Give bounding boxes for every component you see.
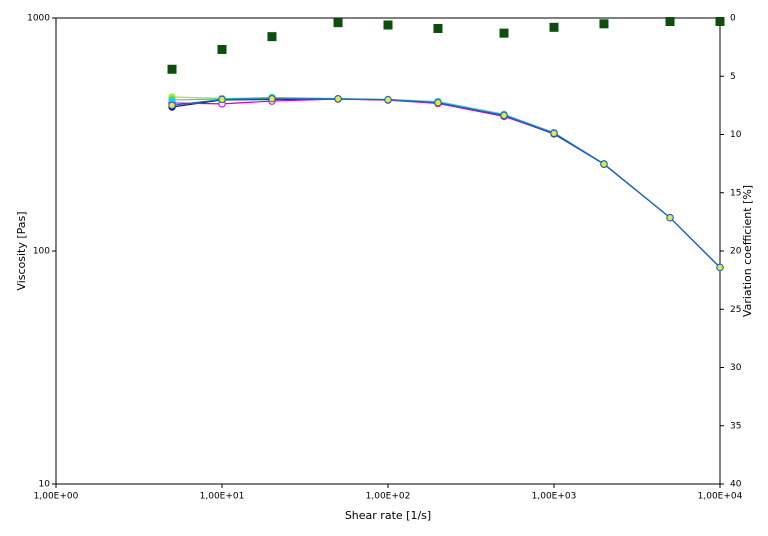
x-axis-title: Shear rate [1/s] xyxy=(345,509,431,522)
y2-tick-label: 15 xyxy=(730,188,741,198)
x-tick-label: 1,00E+00 xyxy=(34,492,79,502)
y-tick-label: 1000 xyxy=(27,14,50,24)
y-axis-title: Viscosity [Pas] xyxy=(15,211,28,290)
square-marker xyxy=(599,19,609,29)
y2-tick-label: 25 xyxy=(730,305,741,315)
point-marker xyxy=(218,95,226,104)
point-marker xyxy=(334,95,342,103)
x-tick-label: 1,00E+01 xyxy=(200,492,245,502)
y-tick-label: 10 xyxy=(39,480,51,490)
y2-tick-label: 0 xyxy=(730,14,736,24)
square-marker xyxy=(715,16,725,26)
square-marker xyxy=(499,28,509,38)
square-marker xyxy=(665,16,675,26)
series-line xyxy=(172,98,721,268)
square-marker xyxy=(167,64,177,74)
point-marker xyxy=(600,160,608,168)
point-marker xyxy=(168,101,176,110)
y2-tick-label: 40 xyxy=(730,480,742,490)
point-marker xyxy=(384,96,392,104)
square-marker xyxy=(217,44,227,54)
x-tick-label: 1,00E+02 xyxy=(366,492,411,502)
point-marker xyxy=(268,95,276,103)
point-marker xyxy=(716,263,724,272)
y2-tick-label: 20 xyxy=(730,247,742,257)
x-tick-label: 1,00E+04 xyxy=(698,492,743,502)
y2-tick-label: 10 xyxy=(730,130,742,140)
y2-tick-label: 30 xyxy=(730,363,742,373)
y2-axis-title: Variation coefficient [%] xyxy=(741,185,754,317)
square-marker xyxy=(549,22,559,32)
series-line xyxy=(171,98,721,268)
series-line xyxy=(172,96,721,268)
y-tick-label: 100 xyxy=(33,247,50,257)
square-marker xyxy=(433,23,443,33)
square-marker xyxy=(267,32,277,42)
series-line xyxy=(171,98,721,268)
y2-tick-label: 5 xyxy=(730,72,736,82)
point-marker xyxy=(500,111,508,120)
square-marker xyxy=(383,20,393,30)
series-line xyxy=(172,96,721,268)
y2-tick-label: 35 xyxy=(730,421,741,431)
point-marker xyxy=(434,98,442,107)
x-tick-label: 1,00E+03 xyxy=(532,492,577,502)
point-marker xyxy=(666,213,674,222)
point-marker xyxy=(550,129,558,138)
plot-frame xyxy=(55,17,721,485)
square-marker xyxy=(333,18,343,28)
